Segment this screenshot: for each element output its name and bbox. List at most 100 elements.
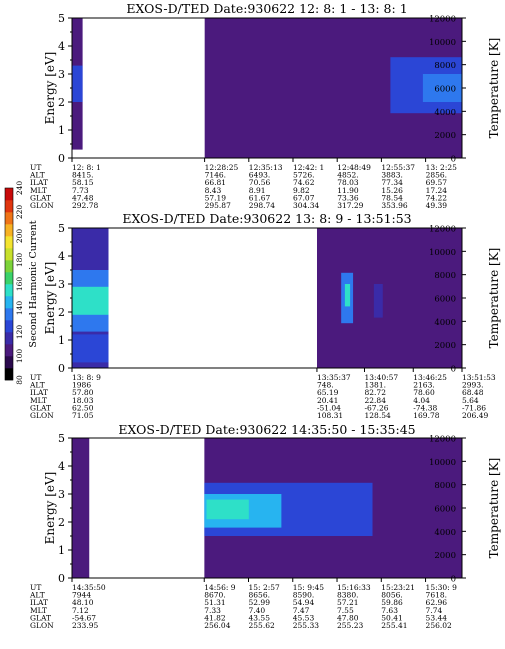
table-cell: 128.54 [365,411,391,420]
table-cell: 4.04 [413,396,430,405]
colorbar-tick-label: 160 [15,277,24,292]
table-cell: -51.04 [317,403,341,412]
table-cell: 8415. [72,171,93,180]
y-axis-label: Energy [eV] [43,472,57,545]
table-row-label: MLT [30,396,47,405]
table-cell: -67.26 [365,403,389,412]
table-row-label: ALT [29,591,45,600]
table-cell: 7618. [426,591,447,600]
spectrogram-band [72,438,90,578]
y-tick-label: 4 [58,40,65,53]
table-cell: 1381. [365,381,386,390]
table-cell: 70.56 [249,178,271,187]
y2-tick-label: 10000 [429,248,456,258]
table-cell: 353.96 [381,201,407,210]
table-cell: 4852. [337,171,358,180]
table-cell: 169.78 [413,411,439,420]
y-tick-label: 5 [58,432,65,445]
colorbar-frame [4,187,14,381]
y-tick-label: 5 [58,222,65,235]
y2-tick-label: 10000 [429,458,456,468]
table-cell: 8.91 [249,186,266,195]
y2-tick-label: 12000 [429,15,456,25]
table-row-label: GLON [30,411,54,420]
colorbar-swatch [5,212,13,225]
y-tick-label: 0 [58,572,65,585]
spectrogram-band [206,499,249,520]
spectrogram-band [72,334,109,363]
table-cell: 62.50 [72,403,94,412]
table-cell: 12:28:25 [205,163,239,172]
table-cell: -74.38 [413,403,437,412]
table-cell: 14:35:50 [72,583,106,592]
y2-tick-label: 6000 [434,505,456,515]
colorbar-swatch [5,308,13,321]
table-cell: 73.36 [337,193,359,202]
table-cell: 67.07 [293,193,315,202]
table-cell: 61.67 [249,193,271,202]
table-cell: 51.31 [204,598,225,607]
y-tick-label: 1 [58,124,65,137]
table-row-label: GLAT [30,613,51,622]
table-row-label: MLT [30,606,47,615]
table-cell: 78.03 [337,178,359,187]
y2-tick-label: 10000 [429,38,456,48]
y-tick-label: 4 [58,460,65,473]
table-cell: 41.82 [204,613,226,622]
y2-tick-label: 8000 [434,271,456,281]
table-cell: 15.26 [381,186,403,195]
table-cell: 255.23 [337,621,363,630]
table-cell: 304.34 [293,201,319,210]
table-cell: 13:46:25 [413,373,447,382]
table-cell: 12: 8: 1 [72,163,101,172]
table-cell: 748. [317,381,334,390]
spectrogram-band [344,284,351,307]
y-tick-label: 1 [58,334,65,347]
table-cell: 3883. [381,171,402,180]
table-cell: 52.99 [249,598,271,607]
table-cell: 17.24 [426,186,448,195]
table-cell: 292.78 [72,201,98,210]
table-cell: 22.84 [365,396,387,405]
table-cell: 54.94 [293,598,315,607]
colorbar-tick-label: 240 [15,181,24,196]
table-cell: 57.21 [337,598,358,607]
table-cell: 53.44 [426,613,448,622]
table-cell: 57.80 [72,388,94,397]
table-row-label: GLON [30,201,54,210]
table-row-label: MLT [30,186,47,195]
table-cell: 71.05 [72,411,94,420]
table-cell: 82.72 [365,388,387,397]
table-cell: 2163. [413,381,434,390]
y2-tick-label: 6000 [434,85,456,95]
y-axis-label: Energy [eV] [43,262,57,335]
table-row-label: UT [30,163,41,172]
y2-tick-label: 2000 [434,131,456,141]
table-cell: 2856. [426,171,447,180]
colorbar-tick-label: 100 [15,349,24,364]
spectrogram-panel-1: EXOS-D/TED Date:930622 12: 8: 1 - 13: 8:… [29,1,501,210]
table-cell: 2993. [462,381,483,390]
table-cell: 15: 9:45 [293,583,325,592]
table-cell: 45.53 [293,613,315,622]
table-cell: 295.87 [205,201,231,210]
table-cell: 18.03 [72,396,94,405]
table-cell: 62.96 [426,598,448,607]
colorbar-label: Second Harmonic Current [28,220,39,347]
table-cell: 255.41 [381,621,407,630]
table-cell: 5726. [293,171,314,180]
spectrogram-band [373,284,383,318]
table-cell: 6493. [249,171,270,180]
table-cell: 7.73 [72,186,89,195]
table-row-label: ALT [29,381,45,390]
table-cell: 78.60 [413,388,435,397]
table-row-label: ALT [29,171,45,180]
colorbar-swatch [5,368,13,381]
colorbar-tick-label: 140 [15,301,24,316]
colorbar-swatch [5,284,13,297]
table-cell: 8590. [293,591,314,600]
table-cell: 12:48:49 [337,163,371,172]
y2-tick-label: 0 [451,575,456,585]
table-cell: 13:40:57 [365,373,399,382]
table-cell: 12:42: 1 [293,163,324,172]
